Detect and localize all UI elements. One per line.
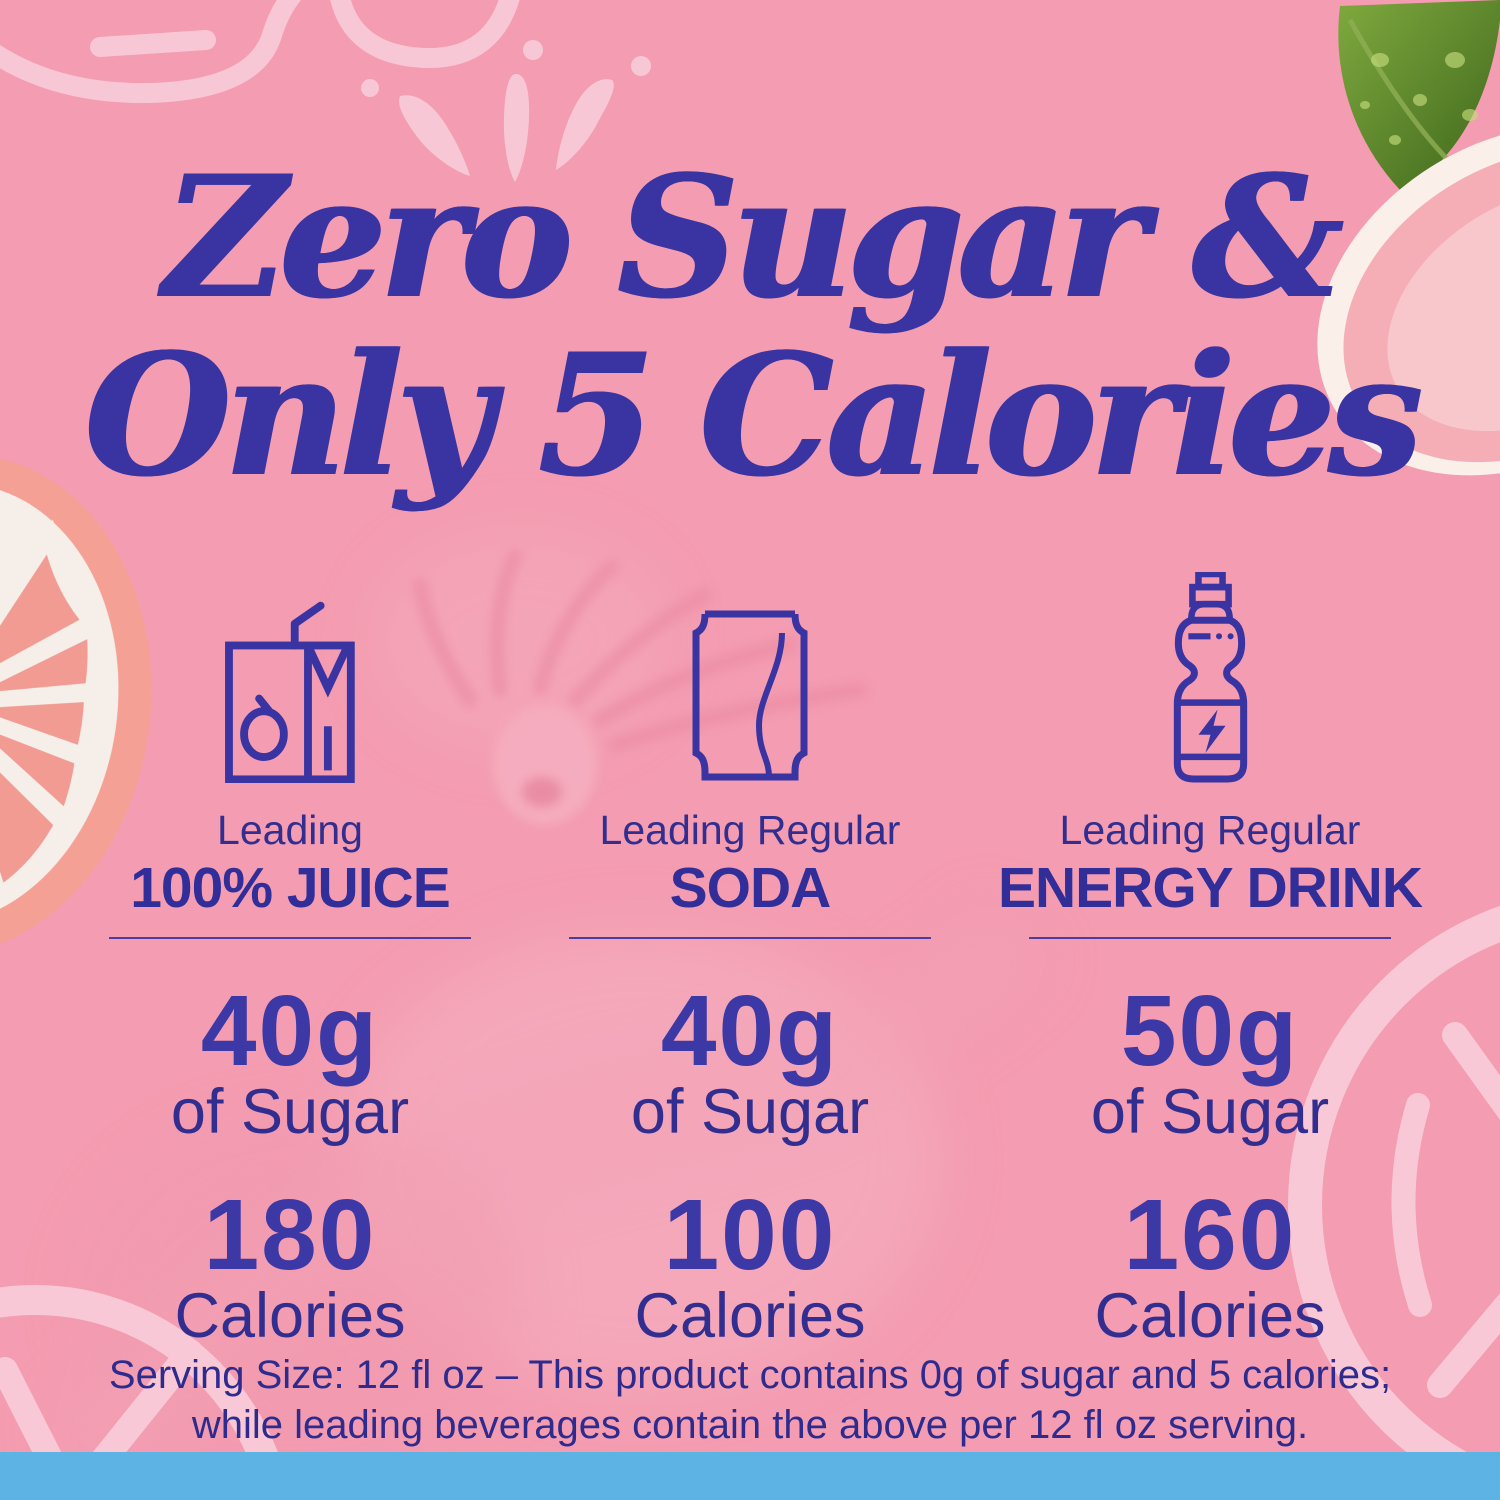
column-label-main: ENERGY DRINK xyxy=(997,856,1423,921)
juice-box-icon xyxy=(60,572,520,783)
sugar-label: of Sugar xyxy=(1090,1077,1330,1148)
calories-label: Calories xyxy=(1094,1281,1326,1352)
sugar-label: of Sugar xyxy=(630,1077,870,1148)
faint-woman-photo xyxy=(45,530,1054,1490)
column-label-top: Leading Regular xyxy=(1059,807,1361,853)
column-label-top: Leading Regular xyxy=(599,807,901,853)
column-label-top: Leading xyxy=(217,807,363,853)
divider-line xyxy=(109,937,471,940)
sugar-value: 50g xyxy=(1120,975,1300,1088)
column-label-main: SODA xyxy=(669,856,832,921)
sugar-label: of Sugar xyxy=(170,1077,410,1148)
headline-line-1: Zero Sugar & xyxy=(163,138,1343,336)
headline: Zero Sugar & Only 5 Calories xyxy=(0,148,1500,504)
energy-bottle-icon xyxy=(980,572,1440,783)
bottom-accent-bar xyxy=(0,1452,1500,1500)
disclaimer-line-1: Serving Size: 12 fl oz – This product co… xyxy=(108,1353,1392,1397)
leaf-image xyxy=(1338,0,1500,192)
sugar-value: 40g xyxy=(200,975,380,1088)
calories-value: 180 xyxy=(203,1179,377,1292)
divider-line xyxy=(1029,937,1391,940)
calories-value: 160 xyxy=(1123,1179,1297,1292)
calories-value: 100 xyxy=(663,1179,837,1292)
cloud-doodle xyxy=(0,0,520,104)
column-juice: Leading 100% JUICE 40g of Sugar 180 Calo… xyxy=(60,572,520,1349)
column-energy-drink: Leading Regular ENERGY DRINK 50g of Suga… xyxy=(980,572,1440,1349)
divider-line xyxy=(569,937,931,940)
disclaimer-line-2: while leading beverages contain the abov… xyxy=(191,1403,1309,1447)
comparison-columns: Leading 100% JUICE 40g of Sugar 180 Calo… xyxy=(60,572,1440,1349)
calories-label: Calories xyxy=(634,1281,866,1352)
calories-label: Calories xyxy=(174,1281,406,1352)
citrus-wheel-doodle-right xyxy=(1288,905,1500,1500)
headline-line-2: Only 5 Calories xyxy=(84,316,1422,514)
sparkle-burst-doodle xyxy=(361,40,651,182)
grapefruit-wedge-image xyxy=(1317,124,1500,476)
sugar-value: 40g xyxy=(660,975,840,1088)
serving-size-disclaimer: Serving Size: 12 fl oz – This product co… xyxy=(100,1350,1400,1450)
column-soda: Leading Regular SODA 40g of Sugar 100 Ca… xyxy=(520,572,980,1349)
soda-can-icon xyxy=(520,572,980,783)
column-label-main: 100% JUICE xyxy=(130,856,451,921)
grapefruit-slice-image xyxy=(0,454,152,957)
